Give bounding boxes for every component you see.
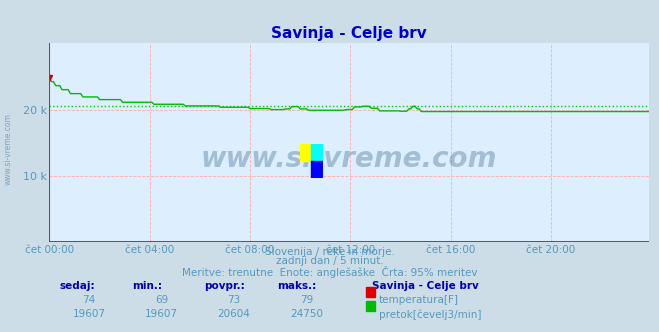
Bar (312, 161, 323, 178)
Text: povpr.:: povpr.: (204, 281, 245, 290)
Text: 19607: 19607 (145, 309, 178, 319)
Text: zadnji dan / 5 minut.: zadnji dan / 5 minut. (275, 256, 384, 266)
Bar (312, 144, 323, 161)
Bar (300, 144, 312, 161)
Text: Meritve: trenutne  Enote: anglešaške  Črta: 95% meritev: Meritve: trenutne Enote: anglešaške Črta… (182, 266, 477, 278)
Text: 20604: 20604 (217, 309, 250, 319)
Text: 79: 79 (300, 295, 313, 305)
Text: sedaj:: sedaj: (59, 281, 95, 290)
Text: 74: 74 (82, 295, 96, 305)
Text: 69: 69 (155, 295, 168, 305)
Text: www.si-vreme.com: www.si-vreme.com (201, 145, 498, 173)
Text: temperatura[F]: temperatura[F] (379, 295, 459, 305)
Text: www.si-vreme.com: www.si-vreme.com (3, 114, 13, 185)
Text: Slovenija / reke in morje.: Slovenija / reke in morje. (264, 247, 395, 257)
Text: maks.:: maks.: (277, 281, 316, 290)
Text: Savinja - Celje brv: Savinja - Celje brv (372, 281, 479, 290)
Text: 19607: 19607 (72, 309, 105, 319)
Text: pretok[čevelj3/min]: pretok[čevelj3/min] (379, 309, 482, 320)
Text: min.:: min.: (132, 281, 162, 290)
Text: 73: 73 (227, 295, 241, 305)
Text: 24750: 24750 (290, 309, 323, 319)
Title: Savinja - Celje brv: Savinja - Celje brv (272, 26, 427, 41)
